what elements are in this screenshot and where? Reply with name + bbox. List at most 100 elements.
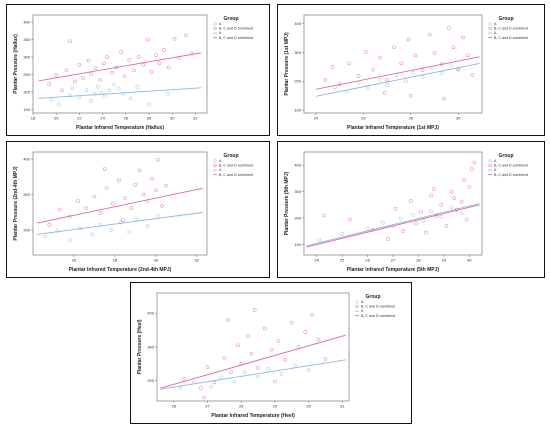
data-point-group-bcd: [198, 386, 203, 391]
x-tick-label: 25: [340, 258, 345, 263]
data-point-group-bcd: [141, 192, 146, 197]
data-point-group-a: [55, 228, 60, 233]
data-point-group-a: [103, 94, 107, 99]
data-point-group-a: [67, 238, 72, 242]
legend-marker-a-icon: [355, 300, 359, 304]
data-point-group-a: [449, 205, 454, 210]
data-point-group-bcd: [123, 196, 127, 201]
data-point-group-bcd: [54, 73, 59, 78]
y-tick-label: 400: [23, 157, 30, 162]
data-point-group-a: [128, 96, 133, 101]
data-point-group-bcd: [420, 68, 425, 73]
y-tick-label: 300: [23, 54, 30, 59]
x-tick-label: 29: [273, 404, 278, 409]
data-point-group-bcd: [469, 167, 474, 172]
data-point-group-bcd: [190, 51, 194, 56]
chart-svg-hallux: 18 20 22 24 26 28 30 32 150 200 250 300 350 400 Planta…: [13, 14, 253, 131]
data-point-group-bcd: [249, 351, 254, 356]
data-point-group-a: [127, 230, 132, 234]
plot-area: [32, 14, 208, 114]
data-point-group-bcd: [464, 217, 469, 222]
legend-title: Group: [499, 153, 514, 159]
data-point-group-a: [192, 380, 196, 385]
data-point-group-bcd: [141, 62, 146, 67]
data-point-group-bcd: [401, 229, 406, 234]
legend-marker-bcd-icon: [355, 304, 359, 309]
x-tick-label: 27: [391, 258, 396, 263]
chart-panel-heel: 26 27 28 29 30 31 200 300 400 Plantar Infrared Te…: [130, 282, 412, 424]
legend-item-label: A: [219, 159, 222, 163]
data-point-group-bcd: [413, 53, 418, 58]
data-point-group-a: [78, 226, 82, 231]
x-tick-label: 32: [193, 116, 198, 121]
y-tick-label: 100: [294, 108, 301, 113]
data-point-group-a: [90, 232, 95, 237]
data-point-group-a: [84, 88, 89, 93]
y-axis-title: Plantar Pressure (Hallux): [13, 34, 19, 94]
fit-line-group-a: [306, 203, 480, 247]
y-tick-label: 300: [147, 344, 154, 349]
x-tick-label: 26: [361, 116, 366, 121]
data-point-group-a: [420, 75, 425, 79]
x-tick-label: 30: [456, 116, 461, 121]
x-tick-label: 28: [409, 116, 414, 121]
x-tick-label: 22: [77, 116, 82, 121]
data-point-group-bcd: [162, 48, 166, 52]
legend-item-label: B, C and D combined: [494, 36, 528, 40]
data-point-group-bcd: [77, 62, 82, 67]
data-point-group-bcd: [462, 177, 467, 182]
x-tick-label: 30: [306, 404, 311, 409]
data-point-group-bcd: [399, 61, 404, 66]
data-point-group-bcd: [452, 196, 456, 201]
data-point-group-a: [421, 218, 426, 223]
data-point-group-a: [340, 232, 344, 236]
data-point-group-bcd: [470, 73, 475, 77]
fit-line-group-bcd: [315, 56, 480, 90]
data-point-group-bcd: [347, 217, 352, 222]
fit-line-group-bcd: [38, 52, 202, 82]
data-point-group-a: [317, 237, 322, 242]
data-point-group-bcd: [419, 210, 423, 215]
data-point-group-bcd: [461, 35, 465, 40]
data-point-group-bcd: [212, 380, 217, 385]
data-point-group-bcd: [446, 26, 451, 30]
y-tick-label: 250: [23, 72, 30, 77]
data-point-group-bcd: [392, 45, 397, 50]
y-tick-label: 350: [23, 37, 30, 42]
data-point-group-a: [449, 63, 453, 68]
x-tick-label: 29: [442, 258, 447, 263]
data-point-group-bcd: [322, 213, 327, 218]
data-point-group-a: [92, 91, 97, 96]
data-point-group-a: [165, 91, 170, 96]
data-point-group-bcd: [222, 355, 227, 360]
data-point-group-bcd: [256, 366, 260, 370]
x-tick-label: 28: [113, 258, 118, 263]
data-point-group-bcd: [172, 36, 177, 41]
y-tick-label: 300: [23, 192, 30, 197]
y-axis-title: Plantar Pressure (Heel): [137, 319, 143, 374]
data-point-group-bcd: [64, 68, 69, 73]
legend-title: Group: [224, 153, 239, 159]
data-point-group-bcd: [347, 61, 351, 66]
data-point-group-bcd: [145, 199, 150, 203]
data-point-group-a: [43, 234, 48, 239]
y-tick-label: 300: [294, 189, 301, 194]
x-tick-label: 26: [365, 258, 370, 263]
data-point-group-bcd: [133, 182, 138, 187]
x-tick-label: 27: [205, 404, 210, 409]
chart-panel-1st-mpj: 24 26 28 30 100 200 300 400 Plantar Infrared Tem…: [277, 4, 545, 136]
data-point-group-bcd: [370, 67, 375, 72]
data-point-group-bcd: [157, 61, 162, 66]
data-point-group-a: [77, 95, 82, 100]
data-point-group-bcd: [427, 32, 432, 37]
x-tick-label: 24: [314, 116, 319, 121]
data-point-group-bcd: [101, 61, 106, 66]
data-point-group-bcd: [76, 199, 80, 203]
y-tick-label: 100: [294, 242, 301, 247]
data-point-group-a: [156, 214, 160, 218]
data-point-group-bcd: [84, 206, 89, 210]
data-point-group-a: [232, 379, 237, 384]
legend-title: Group: [224, 16, 239, 22]
data-point-group-bcd: [119, 49, 124, 54]
data-point-group-bcd: [465, 53, 470, 58]
